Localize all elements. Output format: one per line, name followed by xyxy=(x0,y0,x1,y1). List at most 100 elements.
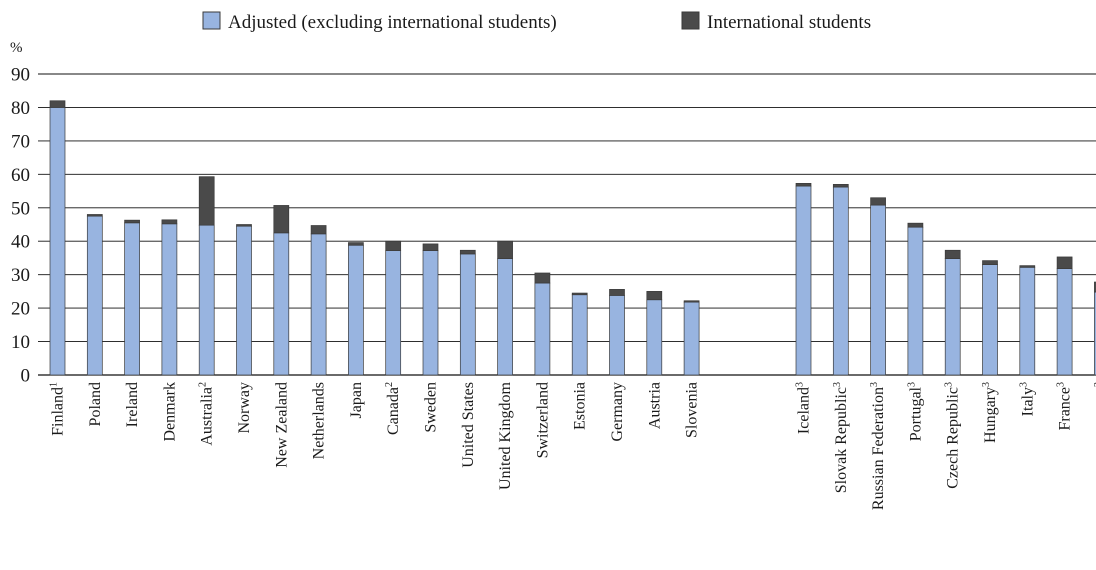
x-label-footnote: 3 xyxy=(832,382,843,387)
bar-adjusted-italy xyxy=(1020,267,1035,375)
x-label-footnote: 2 xyxy=(198,382,209,387)
x-label-sweden: Sweden xyxy=(423,382,440,433)
x-label-united-states: United States xyxy=(460,382,477,468)
x-label-footnote: 3 xyxy=(906,382,917,387)
x-label-footnote: 3 xyxy=(944,382,955,387)
bar-adjusted-ireland xyxy=(125,223,140,375)
bar-international-united-states xyxy=(460,250,475,254)
bar-adjusted-slovak-republic xyxy=(833,187,848,375)
y-tick-label-90: 90 xyxy=(11,65,30,86)
y-axis-unit-label: % xyxy=(10,40,23,56)
bar-adjusted-finland xyxy=(50,107,65,375)
x-label-poland: Poland xyxy=(87,382,104,426)
bar-international-czech-republic xyxy=(945,250,960,258)
x-label-name: Slovak Republic xyxy=(833,387,850,493)
bar-adjusted-portugal xyxy=(908,227,923,375)
bar-international-germany xyxy=(610,289,625,295)
bars xyxy=(50,101,1096,375)
x-label-name: United States xyxy=(460,382,477,468)
bar-international-austria xyxy=(647,291,662,299)
bar-adjusted-sweden xyxy=(423,251,438,375)
x-label-denmark: Denmark xyxy=(161,382,178,442)
x-label-name: Hungary xyxy=(982,387,999,443)
x-label-footnote: 3 xyxy=(1056,382,1067,387)
y-tick-label-30: 30 xyxy=(11,265,30,286)
x-label-ireland: Ireland xyxy=(124,382,141,427)
x-label-italy: Italy3 xyxy=(1018,382,1036,416)
x-label-new-zealand: New Zealand xyxy=(273,382,290,468)
x-label-name: Sweden xyxy=(423,382,440,433)
x-label-name: Japan xyxy=(348,382,365,418)
x-axis-labels: Finland1 Poland Ireland Denmark Australia2 No… xyxy=(49,381,1096,510)
bar-international-portugal xyxy=(908,223,923,227)
x-label-name: Denmark xyxy=(161,382,178,442)
y-tick-label-40: 40 xyxy=(11,232,30,253)
x-label-name: Austria xyxy=(646,382,663,429)
bar-international-slovenia xyxy=(684,301,699,302)
x-label-slovenia: Slovenia xyxy=(684,382,701,438)
bar-international-slovak-republic xyxy=(833,184,848,187)
x-label-name: United Kingdom xyxy=(497,381,514,490)
x-label-norway: Norway xyxy=(236,382,253,434)
bar-adjusted-austria xyxy=(647,300,662,375)
legend-swatch-adjusted xyxy=(203,12,220,29)
x-label-name: Slovenia xyxy=(684,382,701,438)
x-label-austria: Austria xyxy=(646,382,663,429)
x-label-germany: Germany xyxy=(609,382,626,442)
x-label-finland: Finland1 xyxy=(49,382,67,436)
bar-international-switzerland xyxy=(535,273,550,283)
bar-international-hungary xyxy=(983,261,998,265)
x-label-canada: Canada2 xyxy=(384,382,402,435)
x-label-name: France xyxy=(1057,387,1074,431)
gridlines xyxy=(38,74,1096,375)
x-label-name: Italy xyxy=(1019,387,1036,416)
x-label-australia: Australia2 xyxy=(198,382,216,446)
bar-international-sweden xyxy=(423,244,438,251)
bar-international-italy xyxy=(1020,266,1035,268)
bar-adjusted-germany xyxy=(610,295,625,375)
y-tick-label-80: 80 xyxy=(11,98,30,119)
legend-swatch-international xyxy=(682,12,699,29)
x-label-footnote: 3 xyxy=(981,382,992,387)
bar-adjusted-france xyxy=(1057,269,1072,375)
bar-adjusted-poland xyxy=(87,216,102,375)
bar-adjusted-united-kingdom xyxy=(498,259,513,375)
bar-international-russian-federation xyxy=(871,198,886,205)
x-label-name: Russian Federation xyxy=(870,387,887,510)
bar-adjusted-norway xyxy=(237,226,252,375)
bar-adjusted-czech-republic xyxy=(945,259,960,375)
x-label-name: Finland xyxy=(50,387,67,436)
x-label-footnote: 1 xyxy=(49,382,60,387)
x-label-name: Iceland xyxy=(796,387,813,434)
y-tick-label-50: 50 xyxy=(11,198,30,219)
x-label-united-kingdom: United Kingdom xyxy=(497,381,514,490)
x-label-footnote: 2 xyxy=(384,382,395,387)
bar-international-finland xyxy=(50,101,65,108)
x-label-name: Czech Republic xyxy=(945,387,962,489)
x-label-name: New Zealand xyxy=(273,382,290,468)
bar-international-canada xyxy=(386,241,401,250)
x-label-footnote: 3 xyxy=(1018,382,1029,387)
x-label-japan: Japan xyxy=(348,382,365,418)
bar-international-new-zealand xyxy=(274,205,289,232)
y-tick-label-70: 70 xyxy=(11,131,30,152)
bar-international-estonia xyxy=(572,293,587,295)
y-tick-label-10: 10 xyxy=(11,332,30,353)
bar-adjusted-switzerland xyxy=(535,283,550,375)
x-label-footnote: 3 xyxy=(795,382,806,387)
x-label-name: Ireland xyxy=(124,382,141,427)
bar-adjusted-canada xyxy=(386,251,401,375)
bar-international-netherlands xyxy=(311,226,326,234)
x-label-name: Netherlands xyxy=(311,382,328,459)
bar-international-japan xyxy=(348,243,363,246)
bar-adjusted-slovenia xyxy=(684,302,699,375)
bar-adjusted-estonia xyxy=(572,295,587,375)
x-label-slovak-republic: Slovak Republic3 xyxy=(832,382,850,493)
bar-international-denmark xyxy=(162,220,177,224)
x-label-russian-federation: Russian Federation3 xyxy=(869,382,887,510)
x-label-hungary: Hungary3 xyxy=(981,382,999,443)
x-label-iceland: Iceland3 xyxy=(795,382,813,434)
bar-adjusted-united-states xyxy=(460,254,475,375)
y-tick-label-20: 20 xyxy=(11,299,30,320)
